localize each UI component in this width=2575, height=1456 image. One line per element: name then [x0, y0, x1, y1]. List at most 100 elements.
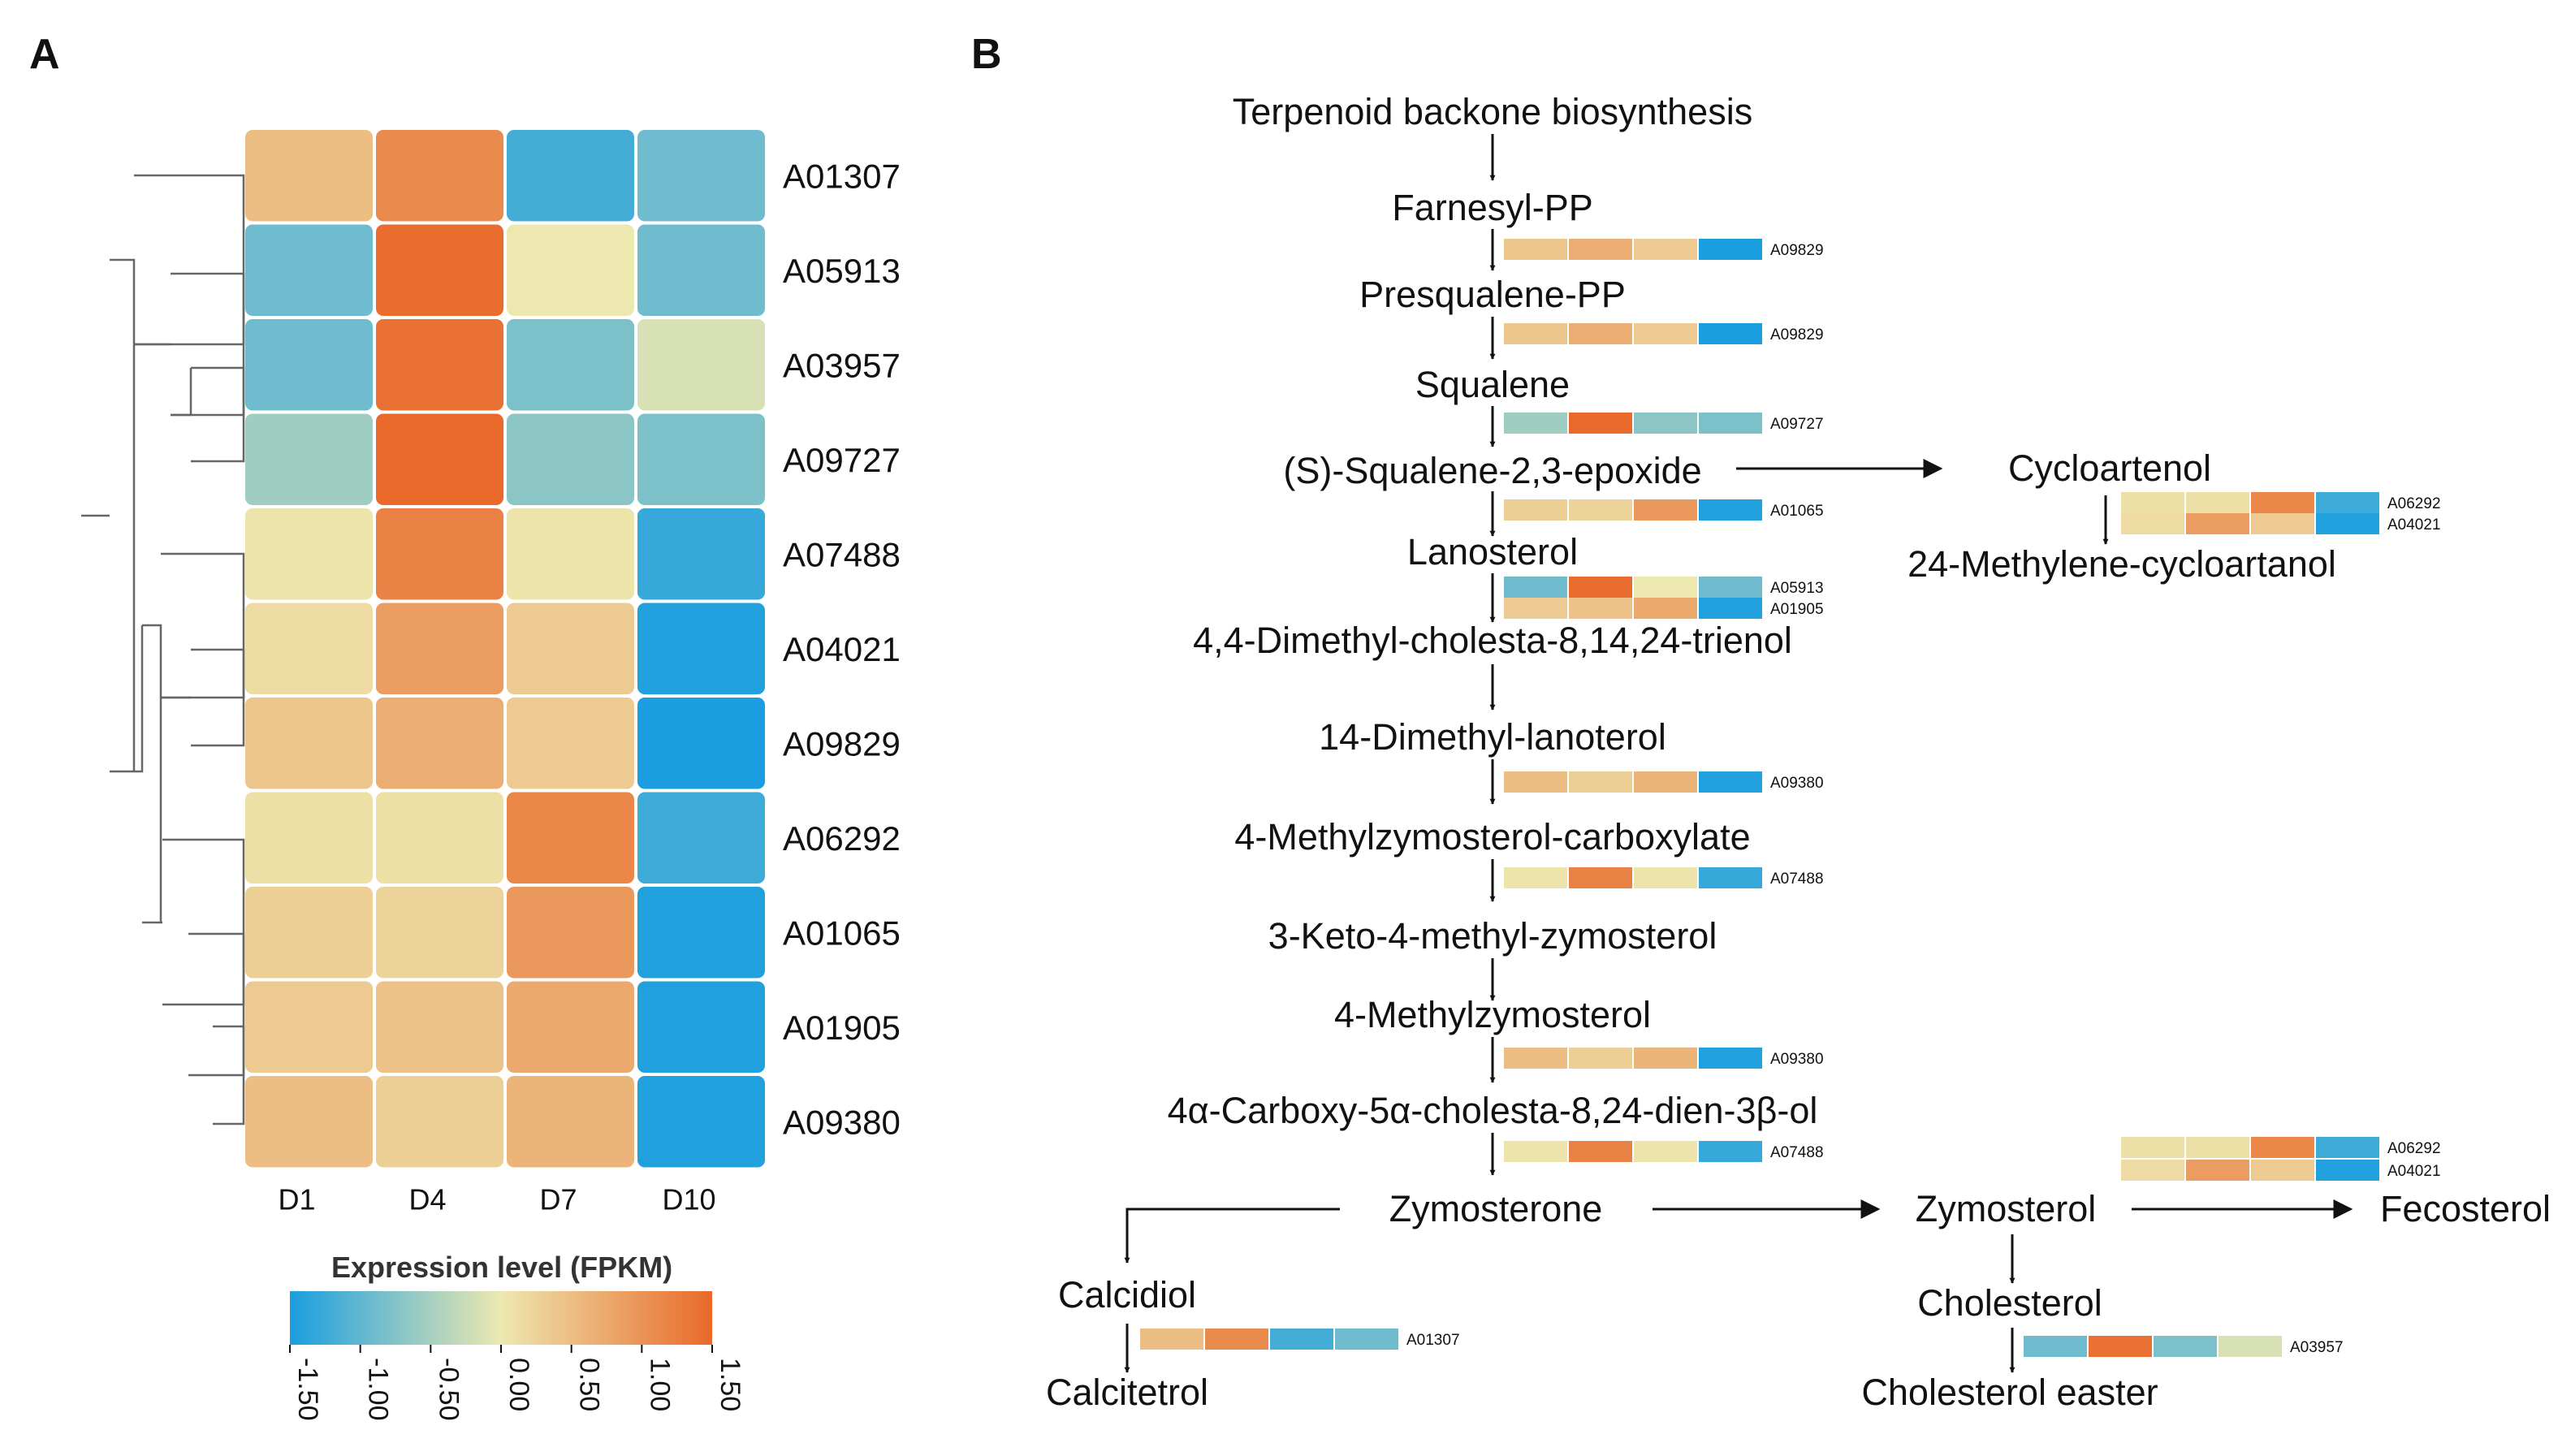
dendro-branch	[161, 552, 245, 699]
strip-gene-label: A01065	[1770, 503, 1824, 520]
row-dendrogram	[81, 174, 245, 1125]
strip-cell	[1634, 577, 1697, 598]
pathway-diagram: Terpenoid backone biosynthesis Farnesyl-…	[1046, 91, 2551, 1413]
heatmap-grid	[245, 130, 765, 1168]
strip-cell	[2251, 492, 2314, 513]
heatmap-cell	[376, 130, 503, 222]
dendro-branch	[171, 368, 192, 417]
strip-cell	[1699, 499, 1762, 521]
column-label: D7	[539, 1183, 577, 1216]
gene-label: A04021	[783, 630, 901, 668]
arrow	[1124, 1208, 1340, 1264]
column-label: D4	[408, 1183, 446, 1216]
heatmap-cell	[376, 603, 503, 694]
panel-label-a: A	[29, 31, 60, 78]
strip-gene-label: A04021	[2387, 1163, 2441, 1180]
strip-cell	[1569, 771, 1632, 793]
node-calcitetrol: Calcitetrol	[1046, 1372, 1208, 1413]
strip-cell	[1634, 867, 1697, 888]
strip-gene-label: A06292	[2387, 1140, 2441, 1157]
panel-label-b: B	[971, 31, 1002, 78]
node-terpenoid: Terpenoid backone biosynthesis	[1233, 91, 1752, 132]
strip-cell	[1504, 239, 1567, 260]
heatmap-cell	[376, 698, 503, 789]
strip-cell	[1699, 413, 1762, 434]
heatmap-cell	[376, 981, 503, 1073]
expression-strip: A01307	[1140, 1329, 1460, 1350]
strip-gene-label: A07488	[1770, 871, 1824, 888]
expression-strip: A06292	[2121, 492, 2441, 513]
heatmap-cell	[245, 887, 373, 979]
gene-label: A06292	[783, 819, 901, 858]
strip-cell	[1569, 867, 1632, 888]
strip-cell	[1504, 499, 1567, 521]
expression-strip: A01065	[1504, 499, 1824, 521]
dendro-root	[134, 625, 144, 773]
strip-cell	[1504, 1048, 1567, 1069]
strip-cell	[1205, 1329, 1268, 1350]
legend-title: Expression level (FPKM)	[331, 1251, 672, 1284]
node-dimethyl-lanoterol: 14-Dimethyl-lanoterol	[1319, 716, 1666, 758]
heatmap-cell	[245, 698, 373, 789]
strip-cell	[1504, 598, 1567, 619]
dendro-branch	[134, 174, 245, 346]
strip-cell	[1699, 577, 1762, 598]
legend-tick-label: -0.50	[433, 1358, 464, 1421]
gene-expression-strips: A09829 A09829 A09727 A01065 A05913 A01905 A093…	[1140, 239, 2441, 1357]
heatmap-cell	[507, 887, 634, 979]
node-dimethyl-cholesta: 4,4-Dimethyl-cholesta-8,14,24-trienol	[1193, 620, 1792, 661]
heatmap-cell	[245, 319, 373, 411]
heatmap-cell	[507, 981, 634, 1073]
strip-cell	[1699, 323, 1762, 344]
strip-cell	[2316, 1160, 2379, 1181]
strip-gene-label: A09727	[1770, 416, 1824, 433]
node-fecosterol: Fecosterol	[2380, 1188, 2551, 1229]
strip-cell	[2154, 1336, 2217, 1357]
expression-strip: A06292	[2121, 1137, 2441, 1158]
strip-cell	[1634, 771, 1697, 793]
strip-cell	[2219, 1336, 2282, 1357]
node-presqualene-pp: Presqualene-PP	[1359, 274, 1626, 315]
gene-label: A03957	[783, 346, 901, 384]
expression-strip: A09380	[1504, 771, 1824, 793]
strip-gene-label: A05913	[1770, 580, 1824, 597]
heatmap-cell	[507, 413, 634, 505]
node-cholesterol-easter: Cholesterol easter	[1861, 1372, 2158, 1413]
expression-strip: A07488	[1504, 867, 1824, 888]
strip-cell	[2186, 1137, 2249, 1158]
strip-cell	[2121, 1160, 2184, 1181]
strip-cell	[1569, 598, 1632, 619]
expression-strip: A01905	[1504, 598, 1824, 619]
dendro-branch	[142, 624, 162, 924]
strip-cell	[2251, 513, 2314, 534]
strip-cell	[1504, 323, 1567, 344]
heatmap-cell	[245, 792, 373, 884]
gene-label: A05913	[783, 252, 901, 290]
heatmap-cell	[507, 130, 634, 222]
heatmap-cell	[245, 413, 373, 505]
heatmap-cell	[245, 1076, 373, 1168]
strip-cell	[1699, 239, 1762, 260]
heatmap-cell	[376, 887, 503, 979]
heatmap-cell	[245, 130, 373, 222]
heatmap-cell	[376, 224, 503, 316]
heatmap-cell	[637, 224, 765, 316]
strip-gene-label: A09380	[1770, 1051, 1824, 1068]
strip-gene-label: A03957	[2290, 1339, 2344, 1356]
strip-cell	[1699, 771, 1762, 793]
heatmap-cell	[376, 319, 503, 411]
strip-cell	[2251, 1160, 2314, 1181]
node-calcidiol: Calcidiol	[1058, 1274, 1196, 1316]
heatmap-cell	[376, 508, 503, 600]
legend-tick-label: 0.00	[503, 1358, 534, 1411]
node-cholesterol: Cholesterol	[1917, 1282, 2102, 1324]
expression-strip: A03957	[2024, 1336, 2344, 1357]
strip-cell	[1569, 577, 1632, 598]
strip-gene-label: A09829	[1770, 326, 1824, 343]
strip-gene-label: A09380	[1770, 775, 1824, 792]
strip-gene-label: A04021	[2387, 516, 2441, 534]
strip-cell	[1140, 1329, 1203, 1350]
heatmap-column-labels: D1 D4 D7 D10	[278, 1183, 715, 1216]
heatmap-cell	[637, 887, 765, 979]
